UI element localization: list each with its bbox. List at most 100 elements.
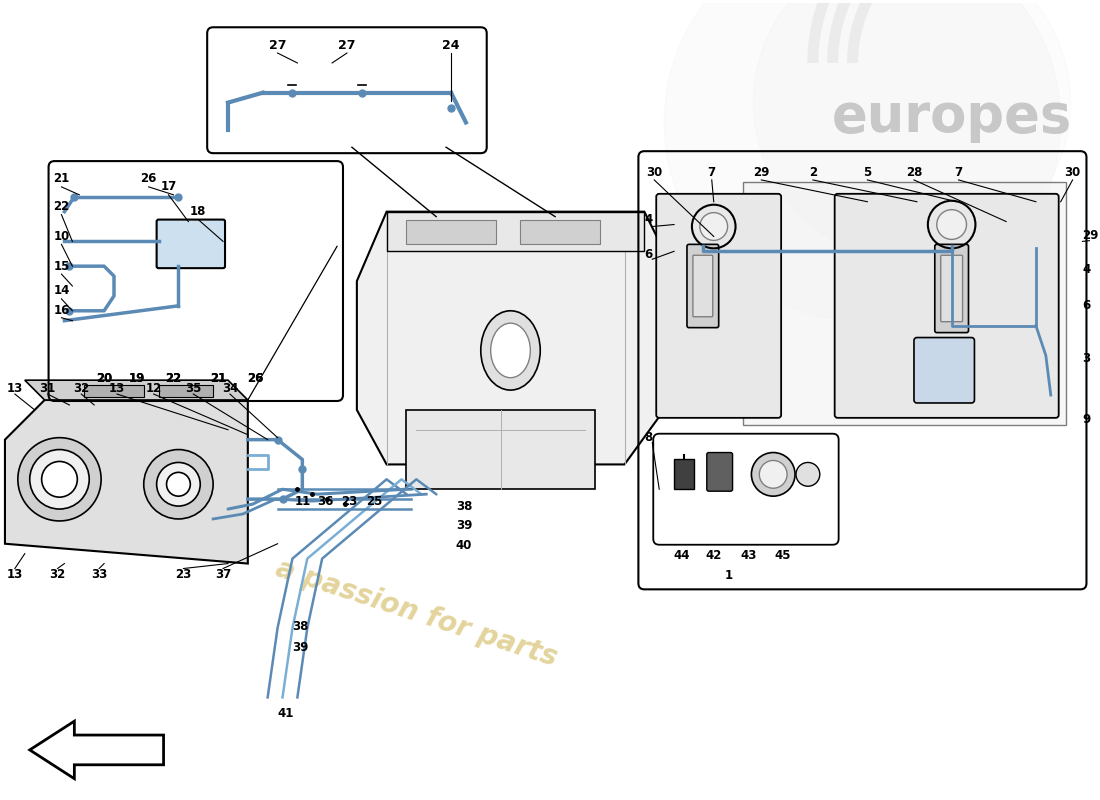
Text: 27: 27: [338, 38, 355, 52]
Text: 13: 13: [7, 382, 23, 394]
Circle shape: [144, 450, 213, 519]
FancyBboxPatch shape: [835, 194, 1058, 418]
Polygon shape: [406, 410, 595, 490]
Text: 11: 11: [294, 494, 310, 508]
Text: 19: 19: [129, 372, 145, 385]
Circle shape: [796, 462, 820, 486]
Text: 13: 13: [7, 568, 23, 581]
Text: 13: 13: [109, 382, 125, 394]
Text: 38: 38: [455, 499, 472, 513]
FancyBboxPatch shape: [940, 255, 962, 322]
Text: 3: 3: [1082, 352, 1090, 365]
Polygon shape: [30, 721, 164, 778]
Text: 37: 37: [214, 568, 231, 581]
Polygon shape: [356, 212, 664, 465]
Text: 32: 32: [74, 382, 89, 394]
Text: 22: 22: [165, 372, 182, 385]
Circle shape: [759, 461, 788, 488]
Text: 30: 30: [646, 166, 662, 178]
Text: 42: 42: [705, 549, 722, 562]
Text: 28: 28: [905, 166, 922, 178]
Text: 2: 2: [808, 166, 817, 178]
Circle shape: [751, 453, 795, 496]
FancyBboxPatch shape: [657, 194, 781, 418]
Ellipse shape: [491, 323, 530, 378]
Text: 45: 45: [774, 549, 791, 562]
Text: 26: 26: [248, 372, 264, 385]
Ellipse shape: [481, 310, 540, 390]
Text: 7: 7: [955, 166, 962, 178]
Text: 4: 4: [644, 213, 652, 226]
Bar: [520, 219, 600, 244]
Circle shape: [42, 462, 77, 497]
Text: 14: 14: [53, 285, 69, 298]
Bar: [158, 385, 213, 397]
Text: 18: 18: [190, 205, 207, 218]
Text: 25: 25: [366, 494, 383, 508]
Text: 39: 39: [293, 642, 309, 654]
Text: 35: 35: [185, 382, 201, 394]
Text: 20: 20: [96, 372, 112, 385]
Text: 29: 29: [1082, 229, 1099, 242]
Text: 4: 4: [1082, 262, 1091, 276]
Text: 34: 34: [222, 382, 239, 394]
Text: 10: 10: [53, 230, 69, 243]
Circle shape: [664, 0, 1060, 321]
FancyBboxPatch shape: [707, 453, 733, 491]
Circle shape: [156, 462, 200, 506]
Text: 1: 1: [725, 569, 733, 582]
Text: 22: 22: [165, 372, 182, 385]
Circle shape: [754, 0, 1070, 262]
Circle shape: [18, 438, 101, 521]
Text: a passion for parts: a passion for parts: [272, 554, 561, 672]
FancyBboxPatch shape: [914, 338, 975, 403]
Text: 21: 21: [53, 173, 69, 186]
Polygon shape: [6, 400, 248, 563]
FancyBboxPatch shape: [156, 219, 226, 268]
Text: 23: 23: [341, 494, 358, 508]
Text: 24: 24: [442, 38, 460, 52]
Text: 6: 6: [644, 248, 652, 261]
Text: 38: 38: [293, 619, 309, 633]
Bar: [674, 459, 694, 490]
Circle shape: [937, 210, 967, 239]
Text: 20: 20: [96, 372, 112, 385]
Text: 40: 40: [455, 539, 472, 552]
Circle shape: [30, 450, 89, 509]
Text: 44: 44: [674, 549, 691, 562]
Text: 6: 6: [1082, 299, 1091, 312]
Text: 19: 19: [129, 372, 145, 385]
Text: 8: 8: [644, 431, 652, 444]
Text: 23: 23: [175, 568, 191, 581]
FancyBboxPatch shape: [935, 244, 968, 333]
Text: 33: 33: [91, 568, 108, 581]
Text: 31: 31: [40, 382, 56, 394]
Text: 5: 5: [864, 166, 871, 178]
Text: 12: 12: [145, 382, 162, 394]
Text: 15: 15: [53, 260, 69, 273]
Bar: [85, 385, 144, 397]
Circle shape: [700, 213, 727, 241]
Text: europes: europes: [832, 91, 1071, 143]
Text: 29: 29: [754, 166, 770, 178]
Polygon shape: [25, 380, 248, 400]
Text: 36: 36: [317, 494, 333, 508]
Text: 7: 7: [707, 166, 716, 178]
Text: 16: 16: [53, 304, 69, 318]
Text: 41: 41: [277, 706, 294, 720]
Text: 21: 21: [210, 372, 227, 385]
Text: 43: 43: [740, 549, 757, 562]
Text: 39: 39: [455, 519, 472, 532]
Text: 17: 17: [161, 180, 177, 194]
Text: 22: 22: [53, 200, 69, 213]
Circle shape: [166, 472, 190, 496]
Bar: [406, 219, 496, 244]
Text: 32: 32: [50, 568, 66, 581]
Text: 21: 21: [210, 372, 227, 385]
Text: 27: 27: [268, 38, 286, 52]
Text: 26: 26: [141, 173, 157, 186]
Polygon shape: [744, 182, 1066, 425]
FancyBboxPatch shape: [693, 255, 713, 317]
Text: 30: 30: [1065, 166, 1080, 178]
Text: 9: 9: [1082, 414, 1091, 426]
